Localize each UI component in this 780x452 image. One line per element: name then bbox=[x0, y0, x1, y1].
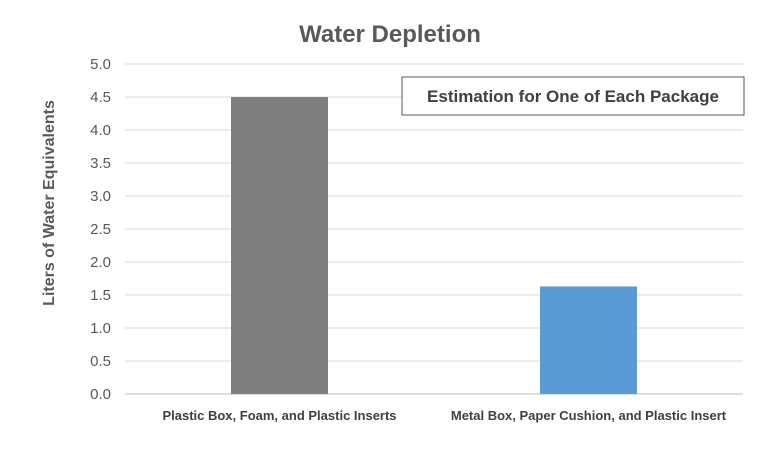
bars bbox=[231, 97, 637, 394]
y-tick-label: 3.5 bbox=[90, 155, 111, 172]
x-category-labels: Plastic Box, Foam, and Plastic Inserts Me… bbox=[162, 408, 726, 423]
y-tick-label: 2.0 bbox=[90, 254, 111, 271]
x-category-label: Plastic Box, Foam, and Plastic Inserts bbox=[162, 408, 396, 423]
y-axis-label: Liters of Water Equivalents bbox=[41, 100, 58, 306]
y-tick-label: 3.0 bbox=[90, 188, 111, 205]
bar-2 bbox=[540, 286, 637, 394]
x-category-label: Metal Box, Paper Cushion, and Plastic In… bbox=[451, 408, 727, 423]
y-tick-label: 2.5 bbox=[90, 221, 111, 238]
y-tick-label: 0.0 bbox=[90, 386, 111, 403]
y-tick-label: 4.5 bbox=[90, 89, 111, 106]
annotation-box: Estimation for One of Each Package bbox=[401, 76, 745, 116]
y-tick-label: 0.5 bbox=[90, 353, 111, 370]
y-tick-label: 4.0 bbox=[90, 122, 111, 139]
annotation-frame bbox=[401, 76, 745, 116]
y-tick-label: 1.0 bbox=[90, 320, 111, 337]
bar-1 bbox=[231, 97, 328, 394]
y-tick-label: 5.0 bbox=[90, 56, 111, 73]
annotation-text: Estimation for One of Each Package bbox=[427, 87, 719, 106]
chart-title: Water Depletion bbox=[299, 21, 481, 48]
y-tick-labels: 0.0 0.5 1.0 1.5 2.0 2.5 3.0 3.5 4.0 4.5 5.0 bbox=[90, 56, 111, 403]
y-tick-label: 1.5 bbox=[90, 287, 111, 304]
